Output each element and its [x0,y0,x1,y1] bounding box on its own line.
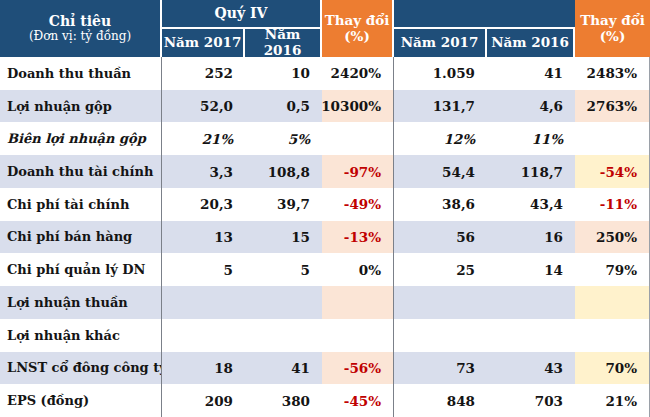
cell-q4-2017: 21% [162,122,245,155]
header-q4-year-2016: Năm 2016 [245,29,322,57]
cell-year-change: 250% [575,221,650,254]
cell-year-change: 21% [575,384,650,417]
cell-year-2017: 54,4 [394,155,487,188]
cell-q4-2016: 39,7 [245,188,322,221]
cell-year-2017: 56 [394,221,487,254]
cell-year-2016: 11% [487,122,575,155]
header-change-label: Thay đổi [325,13,390,29]
cell-year-2016: 43 [487,352,575,385]
cell-year-change [575,286,650,319]
cell-q4-2017: 252 [162,57,245,90]
header-change-fullyear: Thay đổi (%) [575,0,650,57]
header-group-quarter: Quý IV [162,0,322,29]
cell-year-change: 2483% [575,57,650,90]
cell-year-2017 [394,286,487,319]
cell-q4-change: -45% [322,384,394,417]
cell-year-2017: 848 [394,384,487,417]
header-change-unit: (%) [344,29,370,45]
cell-q4-2017: 3,3 [162,155,245,188]
header-fy-year-2016: Năm 2016 [487,29,575,57]
row-label: LNST cổ đông công ty mẹ [0,352,162,385]
cell-year-2017: 38,6 [394,188,487,221]
cell-q4-change: -56% [322,352,394,385]
cell-q4-change: -13% [322,221,394,254]
cell-q4-2016 [245,286,322,319]
cell-q4-2016: 15 [245,221,322,254]
cell-year-change [575,319,650,352]
cell-q4-change [322,122,394,155]
header-change-quarter: Thay đổi (%) [322,0,394,57]
row-label: Chi phí quản lý DN [0,253,162,286]
cell-q4-2016: 41 [245,352,322,385]
row-label: Doanh thu tài chính [0,155,162,188]
cell-year-2016: 41 [487,57,575,90]
cell-q4-2017 [162,286,245,319]
cell-q4-2017: 52,0 [162,90,245,123]
cell-q4-2016: 380 [245,384,322,417]
row-label: EPS (đồng) [0,384,162,417]
cell-year-change: 79% [575,253,650,286]
row-label: Chi phí tài chính [0,188,162,221]
cell-q4-2017: 5 [162,253,245,286]
cell-year-2017: 131,7 [394,90,487,123]
cell-q4-2017: 13 [162,221,245,254]
cell-q4-change [322,319,394,352]
cell-year-change [575,122,650,155]
cell-year-2017: 25 [394,253,487,286]
cell-year-2016: 4,6 [487,90,575,123]
financial-summary-table: Chỉ tiêu (Đơn vị: tỷ đồng) Quý IV Năm 20… [0,0,650,417]
row-label: Doanh thu thuần [0,57,162,90]
cell-q4-change [322,286,394,319]
cell-year-2016 [487,319,575,352]
cell-q4-2017: 20,3 [162,188,245,221]
header-indicator-title: Chỉ tiêu [49,13,111,29]
cell-q4-change: -97% [322,155,394,188]
cell-q4-2016: 5 [245,253,322,286]
cell-year-2016: 14 [487,253,575,286]
cell-q4-2017: 18 [162,352,245,385]
cell-year-2016 [487,286,575,319]
cell-year-change: 70% [575,352,650,385]
header-change-unit: (%) [600,29,626,45]
cell-q4-2016 [245,319,322,352]
header-group-fullyear [394,0,575,29]
cell-q4-2016: 108,8 [245,155,322,188]
cell-year-2017: 1.059 [394,57,487,90]
cell-q4-2016: 5% [245,122,322,155]
cell-q4-change: -49% [322,188,394,221]
cell-q4-change: 2420% [322,57,394,90]
cell-q4-2016: 10 [245,57,322,90]
header-indicator-cell: Chỉ tiêu (Đơn vị: tỷ đồng) [0,0,162,57]
cell-q4-change: 0% [322,253,394,286]
header-indicator-unit: (Đơn vị: tỷ đồng) [29,30,131,44]
cell-year-2016: 118,7 [487,155,575,188]
cell-year-2017: 73 [394,352,487,385]
row-label: Lợi nhuận khác [0,319,162,352]
cell-q4-2016: 0,5 [245,90,322,123]
cell-year-change: -11% [575,188,650,221]
row-label: Biên lợi nhuận gộp [0,122,162,155]
cell-year-change: -54% [575,155,650,188]
header-fy-year-2017: Năm 2017 [394,29,487,57]
row-label: Lợi nhuận gộp [0,90,162,123]
cell-year-2017 [394,319,487,352]
cell-year-2017: 12% [394,122,487,155]
cell-q4-2017: 209 [162,384,245,417]
row-label: Lợi nhuận thuần [0,286,162,319]
cell-year-2016: 703 [487,384,575,417]
header-change-label: Thay đổi [580,13,645,29]
cell-year-change: 2763% [575,90,650,123]
row-label: Chi phí bán hàng [0,221,162,254]
cell-q4-2017 [162,319,245,352]
cell-year-2016: 43,4 [487,188,575,221]
cell-q4-change: 10300% [322,90,394,123]
cell-year-2016: 16 [487,221,575,254]
header-q4-year-2017: Năm 2017 [162,29,245,57]
